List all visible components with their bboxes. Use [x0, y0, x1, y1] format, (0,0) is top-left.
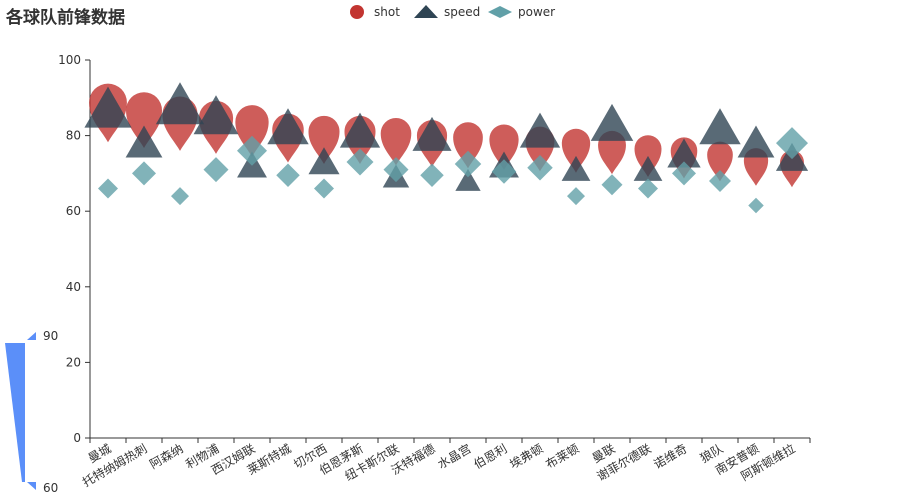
data-point-power[interactable]: [383, 157, 409, 183]
data-point-power[interactable]: [237, 135, 267, 166]
data-point-speed[interactable]: [155, 82, 205, 125]
legend-marker-shot[interactable]: [350, 5, 364, 19]
data-point-shot[interactable]: [561, 128, 591, 173]
plot-area: [84, 82, 809, 214]
data-point-power[interactable]: [98, 178, 118, 199]
data-point-shot[interactable]: [235, 105, 269, 157]
x-tick-label: 埃弗顿: [507, 441, 545, 471]
y-tick-label: 0: [73, 431, 81, 445]
legend-label-power[interactable]: power: [518, 5, 555, 19]
data-point-power[interactable]: [748, 197, 764, 214]
data-point-speed[interactable]: [561, 155, 591, 181]
visual-map-max-label: 90: [43, 329, 58, 343]
x-tick-label: 水晶宫: [435, 441, 474, 472]
data-point-power[interactable]: [567, 187, 585, 206]
data-point-shot[interactable]: [453, 122, 483, 169]
y-tick-label: 20: [66, 355, 81, 369]
visual-map[interactable]: 90 60: [5, 329, 58, 495]
data-point-speed[interactable]: [125, 125, 163, 158]
data-point-power[interactable]: [672, 161, 696, 186]
data-point-speed[interactable]: [633, 155, 663, 181]
data-point-speed[interactable]: [84, 86, 132, 128]
x-tick-label: 诺维奇: [651, 441, 689, 471]
data-point-speed[interactable]: [412, 116, 452, 151]
data-point-speed[interactable]: [193, 95, 239, 135]
data-point-power[interactable]: [276, 163, 300, 188]
data-point-shot[interactable]: [380, 117, 412, 166]
x-tick-label: 伯恩利: [471, 441, 510, 472]
visual-map-handle-min[interactable]: [27, 482, 36, 490]
chart-title: 各球队前锋数据: [6, 8, 125, 28]
data-point-power[interactable]: [203, 157, 229, 183]
data-point-power[interactable]: [346, 148, 374, 176]
legend-item-power[interactable]: power: [488, 5, 555, 19]
data-point-power[interactable]: [776, 127, 808, 160]
y-tick-label: 80: [66, 129, 81, 143]
data-point-speed[interactable]: [267, 108, 309, 145]
data-point-power[interactable]: [420, 163, 444, 188]
data-point-speed[interactable]: [699, 108, 741, 145]
data-point-shot[interactable]: [598, 130, 626, 175]
data-point-shot[interactable]: [126, 92, 162, 149]
data-point-speed[interactable]: [737, 125, 775, 158]
data-point-shot[interactable]: [308, 115, 340, 164]
data-point-power[interactable]: [709, 169, 731, 192]
data-point-speed[interactable]: [667, 138, 701, 168]
data-point-power[interactable]: [638, 178, 658, 199]
data-point-speed[interactable]: [308, 147, 340, 175]
data-point-speed[interactable]: [339, 112, 381, 148]
data-point-power[interactable]: [314, 178, 334, 199]
y-tick-label: 60: [66, 204, 81, 218]
legend-item-shot[interactable]: shot: [350, 5, 400, 19]
x-tick-label: 布莱顿: [543, 441, 581, 471]
y-tick-label: 100: [58, 53, 81, 67]
data-point-power[interactable]: [132, 161, 156, 186]
data-point-shot[interactable]: [489, 124, 519, 170]
data-point-power[interactable]: [454, 150, 482, 178]
visual-map-bar[interactable]: [5, 343, 25, 482]
legend-marker-speed[interactable]: [414, 5, 438, 18]
data-point-power[interactable]: [527, 154, 553, 181]
x-tick-label: 阿森纳: [147, 441, 186, 472]
legend-label-shot[interactable]: shot: [374, 5, 400, 19]
legend-marker-power[interactable]: [488, 6, 512, 18]
legend-label-speed[interactable]: speed: [444, 5, 480, 19]
visual-map-min-label: 60: [43, 481, 58, 495]
data-point-speed[interactable]: [590, 103, 634, 141]
legend[interactable]: shot speed power: [350, 5, 555, 19]
legend-item-speed[interactable]: speed: [414, 5, 480, 19]
data-point-speed[interactable]: [519, 112, 561, 148]
x-tick-label: 托特纳姆热刺: [80, 441, 150, 490]
data-point-shot[interactable]: [707, 141, 733, 182]
y-tick-label: 40: [66, 280, 81, 294]
data-point-power[interactable]: [171, 187, 189, 206]
series-shot: [89, 83, 804, 188]
series-power: [98, 127, 808, 214]
data-point-speed[interactable]: [455, 168, 481, 191]
data-point-power[interactable]: [601, 174, 623, 196]
data-point-power[interactable]: [491, 159, 517, 184]
visual-map-handle-max[interactable]: [27, 332, 36, 340]
